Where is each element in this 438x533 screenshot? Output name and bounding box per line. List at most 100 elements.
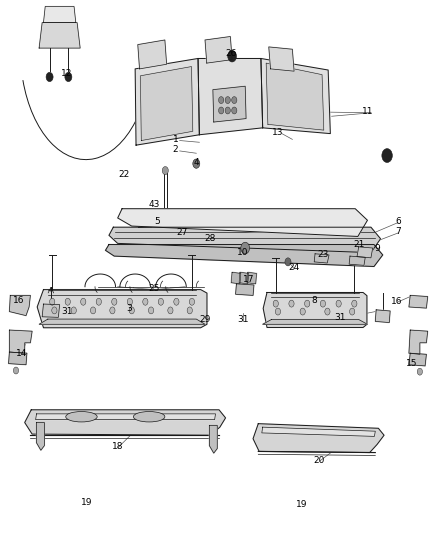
Text: 19: 19: [81, 498, 93, 507]
Circle shape: [112, 298, 117, 305]
Text: 20: 20: [314, 456, 325, 465]
Circle shape: [325, 308, 330, 315]
Circle shape: [219, 107, 224, 114]
Ellipse shape: [134, 411, 165, 422]
Text: 2: 2: [173, 146, 178, 154]
Polygon shape: [25, 410, 226, 435]
Polygon shape: [42, 304, 60, 317]
Circle shape: [168, 307, 173, 314]
Text: 18: 18: [112, 442, 124, 451]
Text: 5: 5: [154, 217, 160, 226]
Circle shape: [158, 298, 163, 305]
Text: 24: 24: [289, 263, 300, 272]
Text: 27: 27: [176, 229, 187, 238]
Text: 7: 7: [395, 228, 401, 236]
Circle shape: [225, 96, 230, 103]
Circle shape: [289, 300, 294, 307]
Circle shape: [232, 96, 237, 103]
Circle shape: [273, 300, 279, 307]
Text: 21: 21: [353, 240, 364, 249]
Polygon shape: [409, 295, 427, 308]
Circle shape: [65, 298, 71, 305]
Polygon shape: [263, 319, 367, 324]
Polygon shape: [236, 284, 254, 295]
Text: 13: 13: [272, 128, 284, 137]
Text: 17: 17: [243, 274, 254, 284]
Polygon shape: [36, 423, 44, 450]
Text: 26: 26: [226, 50, 237, 58]
Polygon shape: [37, 289, 207, 328]
Polygon shape: [357, 247, 373, 258]
Text: 31: 31: [61, 307, 73, 316]
Polygon shape: [138, 40, 166, 69]
Circle shape: [193, 159, 200, 168]
Polygon shape: [239, 272, 249, 284]
Polygon shape: [35, 414, 215, 419]
Circle shape: [228, 51, 237, 62]
Polygon shape: [118, 209, 367, 237]
Polygon shape: [349, 256, 365, 265]
Text: 11: 11: [362, 107, 373, 116]
Circle shape: [129, 307, 134, 314]
Circle shape: [143, 298, 148, 305]
Circle shape: [187, 307, 192, 314]
Circle shape: [127, 298, 132, 305]
Text: 29: 29: [199, 315, 211, 324]
Circle shape: [13, 367, 18, 374]
Circle shape: [52, 307, 57, 314]
Circle shape: [225, 107, 230, 114]
Circle shape: [219, 96, 224, 103]
Polygon shape: [253, 424, 384, 453]
Text: 19: 19: [296, 500, 308, 509]
Text: 23: 23: [317, 251, 328, 260]
Polygon shape: [213, 86, 246, 122]
Circle shape: [110, 307, 115, 314]
Circle shape: [46, 72, 53, 82]
Polygon shape: [409, 353, 426, 366]
Circle shape: [71, 307, 76, 314]
Polygon shape: [261, 59, 330, 134]
Polygon shape: [314, 254, 329, 263]
Circle shape: [276, 308, 281, 315]
Circle shape: [189, 298, 194, 305]
Text: 12: 12: [61, 69, 73, 78]
Circle shape: [65, 72, 72, 82]
Circle shape: [350, 308, 355, 315]
Circle shape: [174, 298, 179, 305]
Polygon shape: [9, 352, 27, 365]
Text: 28: 28: [205, 235, 216, 243]
Polygon shape: [409, 330, 427, 354]
Circle shape: [382, 149, 392, 163]
Text: 10: 10: [237, 247, 249, 256]
Text: 1: 1: [173, 135, 178, 144]
Polygon shape: [269, 47, 294, 71]
Polygon shape: [39, 22, 80, 48]
Circle shape: [49, 298, 55, 305]
Text: 9: 9: [374, 244, 380, 253]
Polygon shape: [135, 59, 199, 145]
Text: 16: 16: [13, 295, 25, 304]
Text: 3: 3: [127, 304, 132, 312]
Polygon shape: [106, 245, 383, 266]
Circle shape: [304, 300, 310, 307]
Circle shape: [241, 242, 250, 254]
Polygon shape: [247, 272, 257, 284]
Polygon shape: [198, 59, 263, 135]
Text: 16: 16: [392, 297, 403, 305]
Polygon shape: [231, 272, 241, 284]
Circle shape: [81, 298, 86, 305]
Circle shape: [91, 307, 95, 314]
Polygon shape: [109, 227, 381, 253]
Text: 22: 22: [118, 169, 130, 179]
Polygon shape: [262, 427, 375, 437]
Polygon shape: [10, 295, 30, 316]
Circle shape: [148, 307, 154, 314]
Text: 43: 43: [148, 199, 160, 208]
Polygon shape: [266, 63, 324, 130]
Circle shape: [352, 300, 357, 307]
Polygon shape: [39, 319, 205, 324]
Circle shape: [162, 166, 168, 175]
Polygon shape: [205, 37, 232, 63]
Ellipse shape: [66, 411, 97, 422]
Text: 25: 25: [148, 284, 160, 293]
